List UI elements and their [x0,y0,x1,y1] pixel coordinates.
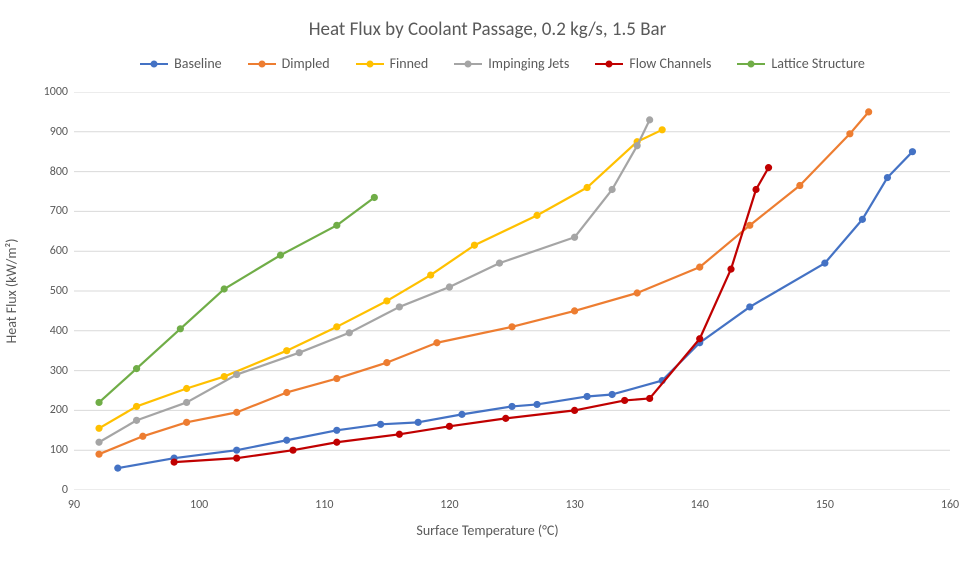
legend-label: Dimpled [282,55,330,72]
y-tick-label: 700 [38,204,68,218]
y-tick-label: 600 [38,244,68,258]
y-tick-label: 300 [38,364,68,378]
plot-svg [74,92,950,490]
y-tick-label: 0 [38,483,68,497]
y-tick-label: 500 [38,284,68,298]
legend-label: Lattice Structure [771,55,864,72]
y-tick-label: 200 [38,403,68,417]
x-tick-label: 130 [565,498,583,512]
chart-container: Heat Flux by Coolant Passage, 0.2 kg/s, … [0,0,975,564]
legend-label: Flow Channels [629,55,711,72]
legend-swatch [356,57,384,71]
legend-label: Impinging Jets [488,55,569,72]
x-tick-label: 120 [440,498,458,512]
x-tick-label: 100 [190,498,208,512]
y-axis-label: Heat Flux (kW/m²) [3,239,20,344]
legend-item[interactable]: Flow Channels [595,55,711,72]
legend-item[interactable]: Dimpled [248,55,330,72]
legend-item[interactable]: Finned [356,55,429,72]
y-tick-label: 800 [38,165,68,179]
plot-area [74,92,950,490]
chart-title: Heat Flux by Coolant Passage, 0.2 kg/s, … [0,18,975,41]
legend-swatch [140,57,168,71]
x-axis-label: Surface Temperature (°C) [0,522,975,539]
x-tick-label: 90 [68,498,80,512]
y-tick-label: 1000 [38,85,68,99]
x-tick-label: 160 [941,498,959,512]
legend-swatch [248,57,276,71]
legend: Baseline Dimpled Finned Impinging Jets Flow … [50,55,955,72]
x-tick-label: 110 [315,498,333,512]
y-tick-label: 100 [38,443,68,457]
legend-swatch [454,57,482,71]
legend-item[interactable]: Impinging Jets [454,55,569,72]
y-tick-label: 900 [38,125,68,139]
y-tick-label: 400 [38,324,68,338]
legend-item[interactable]: Lattice Structure [737,55,864,72]
legend-label: Finned [390,55,429,72]
legend-swatch [595,57,623,71]
legend-item[interactable]: Baseline [140,55,222,72]
x-tick-label: 150 [816,498,834,512]
x-tick-label: 140 [691,498,709,512]
legend-swatch [737,57,765,71]
legend-label: Baseline [174,55,222,72]
